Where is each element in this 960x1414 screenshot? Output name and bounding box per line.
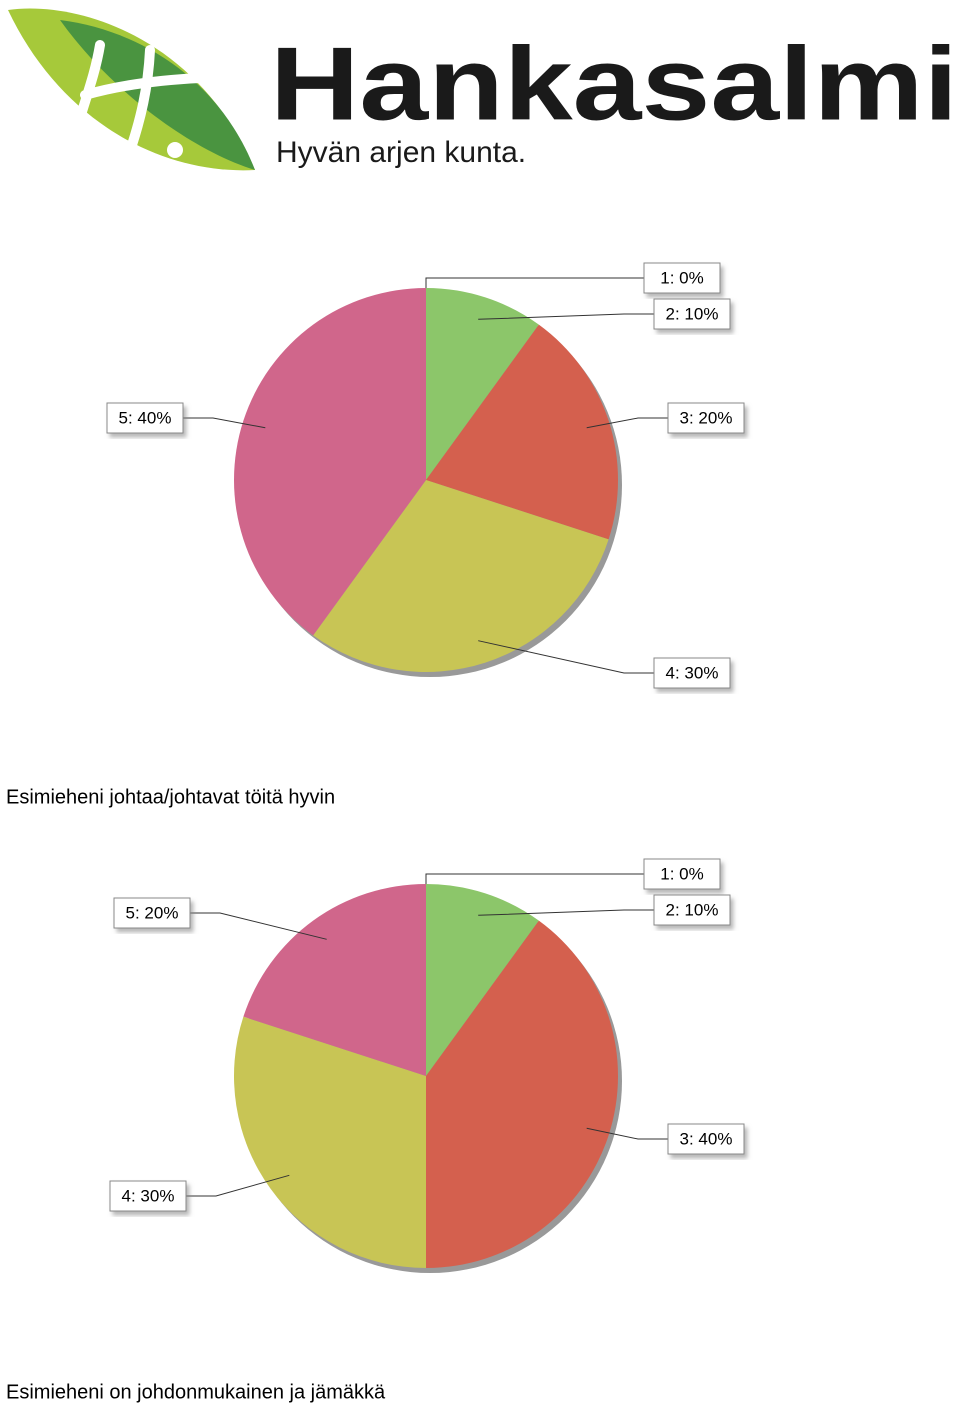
leader-line [478,313,654,320]
data-label: 3: 20% [680,408,733,427]
label-box [643,262,721,294]
pie-slice [426,324,618,540]
logo-mark [73,40,205,150]
leader-line [183,417,266,429]
data-label: 4: 30% [122,1186,175,1205]
label-box [106,402,184,434]
logo-name: Hankasalmi [270,26,958,142]
label-box [653,894,731,926]
leader-line [478,640,654,674]
label-box [109,1180,187,1212]
data-label: 3: 40% [680,1129,733,1148]
label-box [667,1123,745,1155]
data-label: 4: 30% [666,663,719,682]
logo: Hankasalmi Hyvän arjen kunta. [8,8,958,171]
pie-slice [234,1016,426,1268]
caption: Esimieheni on johdonmukainen ja jämäkkä [6,1381,386,1403]
label-box [653,657,731,689]
leader-line [478,909,654,916]
pie-slice [426,884,539,1076]
pie-slice [313,480,609,672]
pie-chart: 1: 0% 2: 10% 3: 20% 4: 30% 5: 40% [106,262,745,689]
leader-line [586,1127,668,1140]
pie-slice [234,288,426,636]
label-box [643,858,721,890]
leader-line [586,417,668,429]
data-label: 2: 10% [666,304,719,323]
data-label: 5: 40% [119,408,172,427]
pie-slice [426,920,618,1268]
logo-leaf-dark [60,20,255,170]
leader-line [425,873,644,884]
label-box [113,897,191,929]
data-label: 2: 10% [666,900,719,919]
leader-line [186,1174,290,1197]
pie-slice [243,884,426,1076]
data-label: 5: 20% [126,903,179,922]
logo-slogan: Hyvän arjen kunta. [276,136,526,169]
leader-line [425,277,644,288]
label-box [667,402,745,434]
label-box [653,298,731,330]
logo-dot [167,142,183,158]
pie-slice [426,288,539,480]
caption: Esimieheni johtaa/johtavat töitä hyvin [6,786,335,808]
data-label: 1: 0% [660,268,703,287]
data-label: 1: 0% [660,864,703,883]
leader-line [190,912,327,940]
pie-chart: 1: 0% 2: 10% 3: 40% 4: 30% 5: 20% [109,858,745,1273]
